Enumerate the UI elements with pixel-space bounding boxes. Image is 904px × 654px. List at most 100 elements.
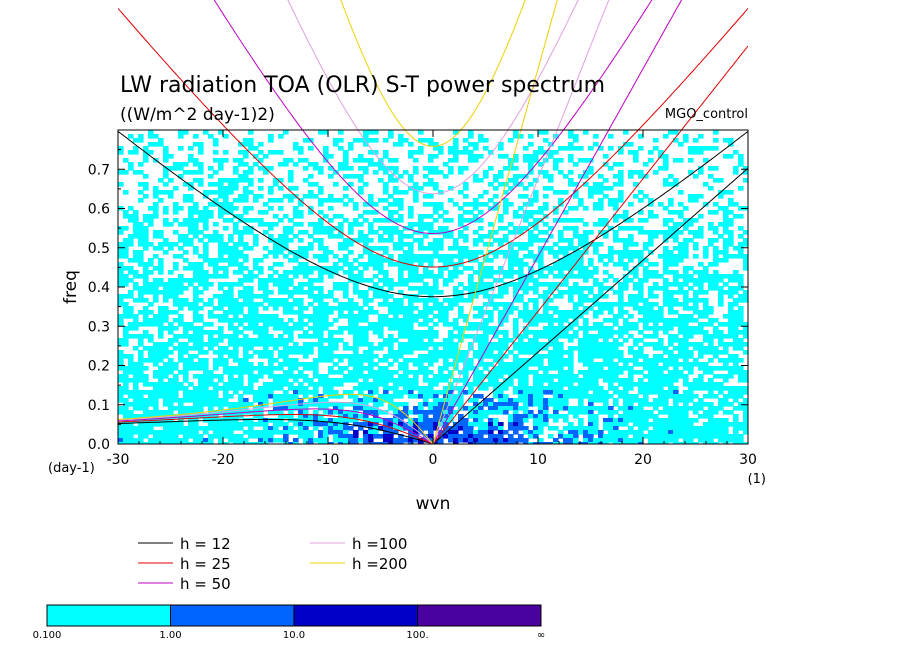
spectrum-cell	[348, 270, 354, 275]
spectrum-cell	[248, 274, 254, 279]
spectrum-cell	[718, 302, 724, 307]
spectrum-cell	[398, 318, 404, 323]
spectrum-cell	[258, 142, 264, 147]
spectrum-cell	[198, 166, 204, 171]
spectrum-cell	[498, 330, 504, 335]
spectrum-cell	[523, 366, 529, 371]
spectrum-cell	[403, 318, 409, 323]
spectrum-cell	[238, 230, 244, 235]
spectrum-cell	[383, 138, 389, 143]
spectrum-cell	[338, 358, 344, 363]
spectrum-cell	[143, 314, 149, 319]
spectrum-cell	[223, 266, 229, 271]
spectrum-cell	[668, 318, 674, 323]
spectrum-cell	[683, 346, 689, 351]
spectrum-cell	[688, 266, 694, 271]
spectrum-cell	[298, 414, 304, 419]
spectrum-cell	[388, 230, 394, 235]
spectrum-cell	[123, 278, 129, 283]
spectrum-cell	[618, 302, 624, 307]
spectrum-cell	[478, 374, 484, 379]
spectrum-cell	[193, 406, 199, 411]
spectrum-cell	[288, 306, 294, 311]
spectrum-cell	[743, 414, 748, 419]
spectrum-cell	[648, 290, 654, 295]
spectrum-cell	[363, 334, 369, 339]
spectrum-cell	[453, 266, 459, 271]
spectrum-cell	[138, 274, 144, 279]
spectrum-cell	[413, 410, 419, 415]
spectrum-cell	[168, 294, 174, 299]
spectrum-cell	[398, 322, 404, 327]
spectrum-cell	[168, 386, 174, 391]
spectrum-cell	[528, 330, 534, 335]
spectrum-cell	[518, 342, 524, 347]
spectrum-cell	[253, 234, 259, 239]
spectrum-cell	[308, 210, 314, 215]
spectrum-cell	[553, 350, 559, 355]
spectrum-cell	[693, 194, 699, 199]
spectrum-cell	[553, 190, 559, 195]
spectrum-cell	[458, 394, 464, 399]
spectrum-cell	[238, 386, 244, 391]
spectrum-cell	[578, 146, 584, 151]
spectrum-cell	[478, 286, 484, 291]
spectrum-cell	[473, 410, 479, 415]
spectrum-cell	[663, 362, 669, 367]
spectrum-cell	[568, 142, 574, 147]
spectrum-cell	[498, 338, 504, 343]
spectrum-cell	[428, 326, 434, 331]
spectrum-cell	[618, 326, 624, 331]
spectrum-cell	[583, 286, 589, 291]
spectrum-cell	[358, 314, 364, 319]
spectrum-cell	[613, 230, 619, 235]
spectrum-cell	[618, 150, 624, 155]
spectrum-cell	[653, 406, 659, 411]
spectrum-cell	[423, 358, 429, 363]
spectrum-cell	[713, 262, 719, 267]
spectrum-cell	[583, 294, 589, 299]
spectrum-cell	[563, 382, 569, 387]
spectrum-cell	[198, 366, 204, 371]
spectrum-cell	[293, 250, 299, 255]
spectrum-cell	[433, 314, 439, 319]
spectrum-cell	[123, 326, 129, 331]
spectrum-cell	[313, 310, 319, 315]
spectrum-cell	[343, 246, 349, 251]
spectrum-cell	[148, 322, 154, 327]
spectrum-cell	[413, 186, 419, 191]
spectrum-cell	[523, 154, 529, 159]
spectrum-cell	[303, 290, 309, 295]
spectrum-cell	[343, 294, 349, 299]
spectrum-cell	[308, 342, 314, 347]
spectrum-cell	[238, 242, 244, 247]
spectrum-cell	[383, 378, 389, 383]
spectrum-cell	[743, 322, 748, 327]
spectrum-cell	[613, 218, 619, 223]
spectrum-cell	[173, 230, 179, 235]
spectrum-cell	[603, 354, 609, 359]
spectrum-cell	[638, 294, 644, 299]
spectrum-cell	[573, 318, 579, 323]
spectrum-cell	[248, 294, 254, 299]
spectrum-cell	[568, 258, 574, 263]
spectrum-cell	[248, 286, 254, 291]
spectrum-cell	[418, 358, 424, 363]
spectrum-cell	[383, 258, 389, 263]
spectrum-cell	[518, 282, 524, 287]
spectrum-cell	[243, 230, 249, 235]
spectrum-cell	[548, 270, 554, 275]
spectrum-cell	[423, 194, 429, 199]
spectrum-cell	[123, 314, 129, 319]
spectrum-cell	[653, 262, 659, 267]
spectrum-cell	[388, 318, 394, 323]
spectrum-cell	[563, 406, 569, 411]
spectrum-cell	[293, 390, 299, 395]
spectrum-cell	[543, 290, 549, 295]
spectrum-cell	[258, 266, 264, 271]
spectrum-cell	[628, 322, 634, 327]
spectrum-cell	[243, 258, 249, 263]
spectrum-cell	[738, 242, 744, 247]
spectrum-cell	[123, 398, 129, 403]
spectrum-cell	[463, 298, 469, 303]
